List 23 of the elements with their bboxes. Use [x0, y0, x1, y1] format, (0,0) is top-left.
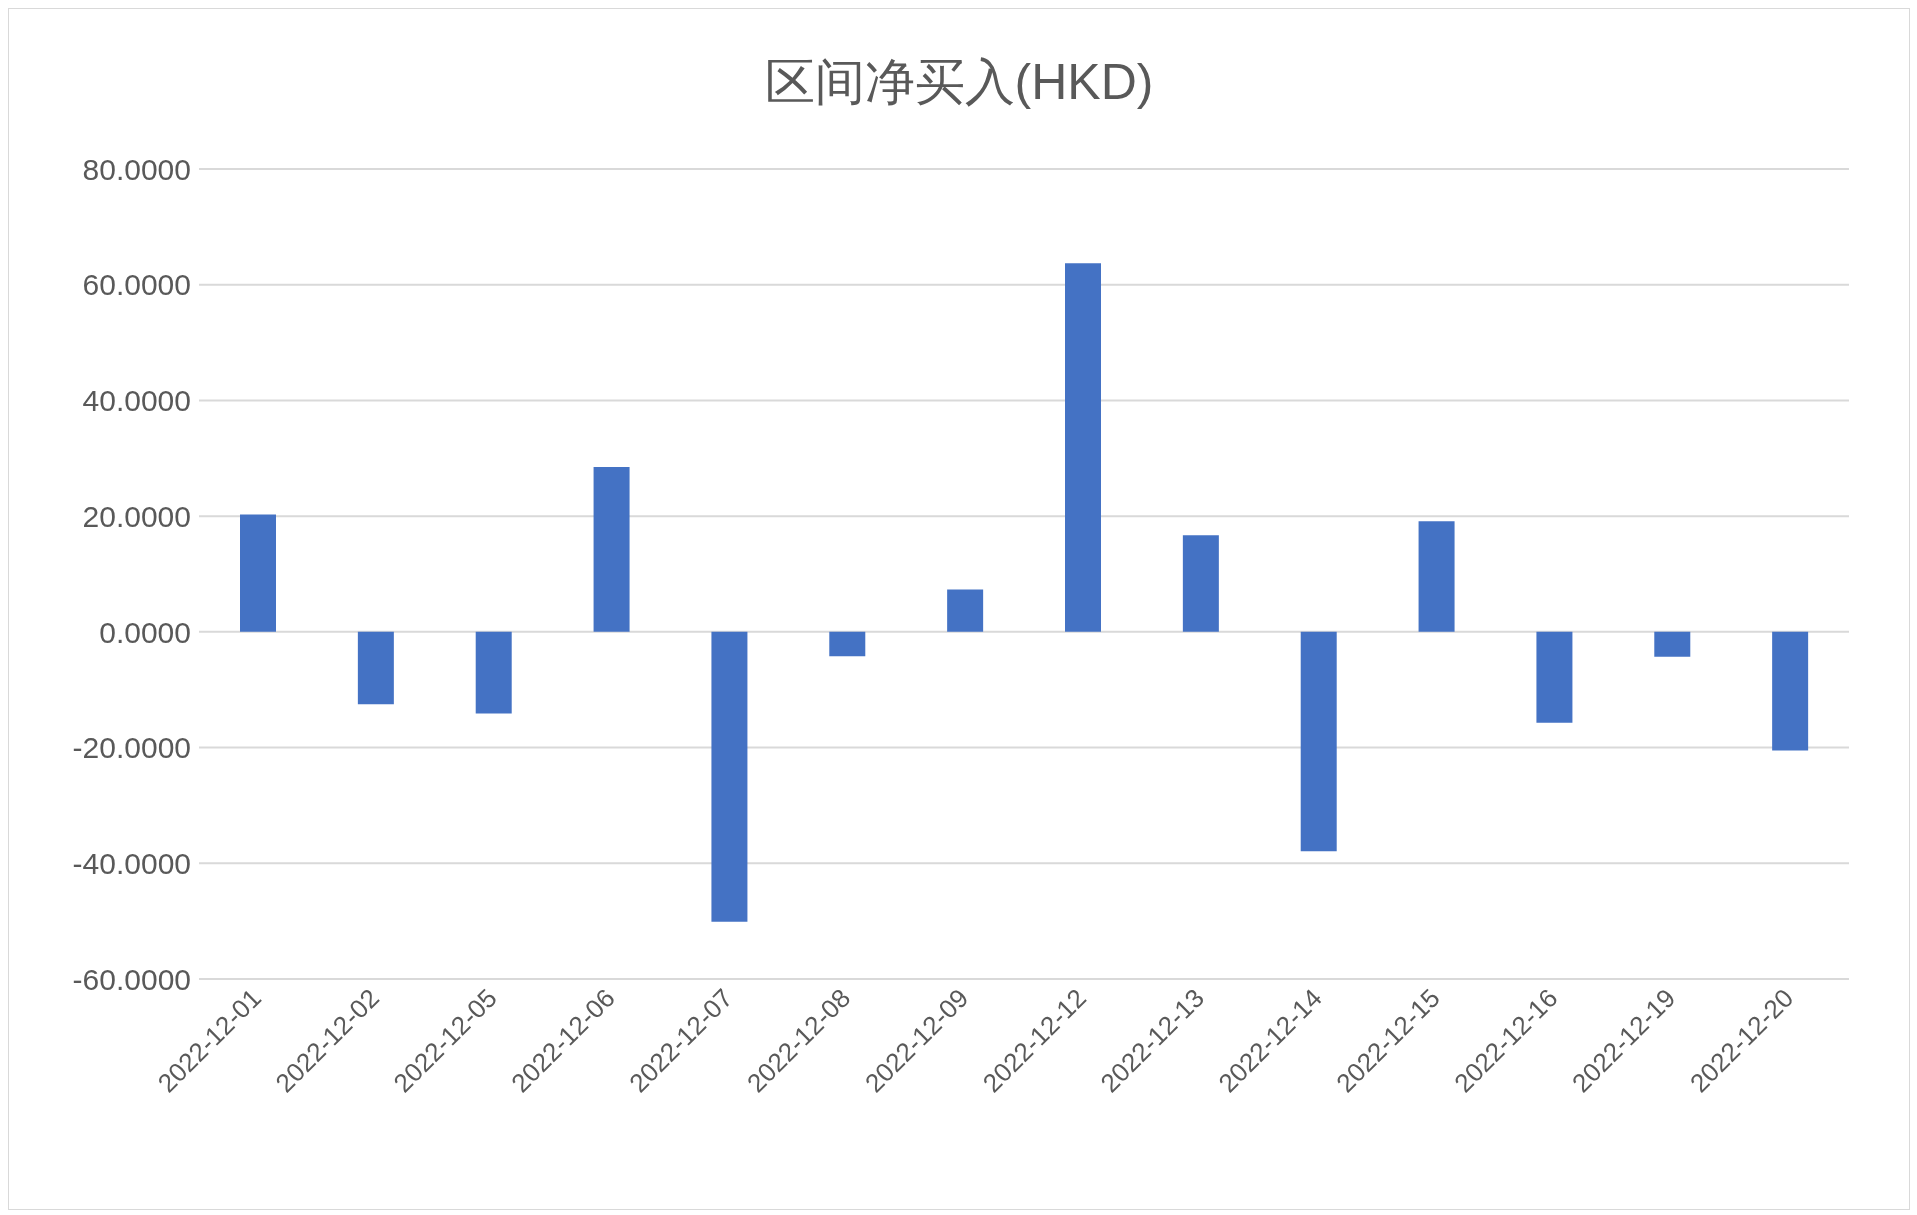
- bar: [947, 589, 984, 632]
- bar: [1654, 631, 1691, 657]
- bar: [1418, 521, 1455, 632]
- y-tick-label: 60.0000: [82, 268, 191, 302]
- bar: [829, 631, 866, 657]
- y-tick-label: 80.0000: [82, 152, 191, 186]
- bar: [357, 631, 394, 705]
- bar: [1065, 263, 1101, 632]
- bar: [1182, 535, 1219, 632]
- bar: [1300, 631, 1337, 852]
- bar: [1536, 631, 1573, 723]
- y-tick-label: 40.0000: [82, 384, 191, 418]
- y-tick-label: -20.0000: [72, 731, 191, 765]
- y-tick-label: 20.0000: [82, 499, 191, 533]
- y-tick-label: -40.0000: [72, 846, 191, 880]
- bar: [475, 631, 512, 714]
- bar: [240, 514, 276, 632]
- bar: [593, 466, 630, 632]
- bar: [711, 631, 748, 922]
- bar: [1772, 631, 1809, 751]
- y-tick-label: 0.0000: [99, 615, 191, 649]
- chart-title: 区间净买入(HKD): [763, 53, 1155, 112]
- y-tick-label: -60.0000: [72, 962, 191, 996]
